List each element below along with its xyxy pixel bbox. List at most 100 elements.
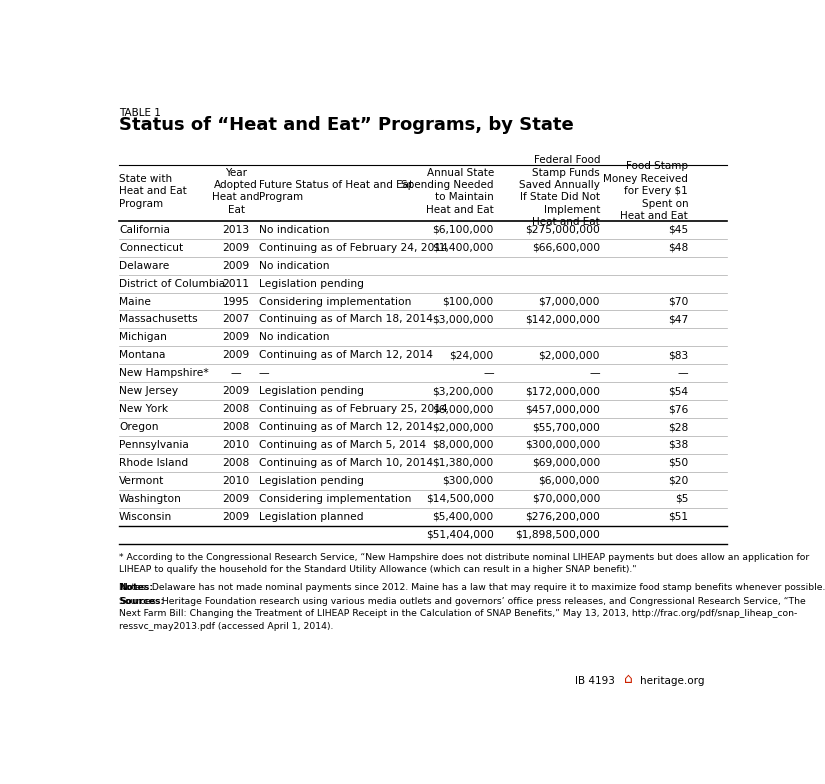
Text: New Jersey: New Jersey bbox=[119, 387, 178, 396]
Text: $48: $48 bbox=[668, 243, 688, 252]
Text: $66,600,000: $66,600,000 bbox=[532, 243, 600, 252]
Text: Sources:: Sources: bbox=[119, 597, 164, 606]
Text: $300,000,000: $300,000,000 bbox=[525, 440, 600, 450]
Text: $51,404,000: $51,404,000 bbox=[426, 530, 494, 539]
Text: Federal Food
Stamp Funds
Saved Annually
If State Did Not
Implement
Heat and Eat: Federal Food Stamp Funds Saved Annually … bbox=[519, 155, 600, 227]
Text: $172,000,000: $172,000,000 bbox=[525, 387, 600, 396]
Text: Washington: Washington bbox=[119, 494, 182, 504]
Text: Pennsylvania: Pennsylvania bbox=[119, 440, 189, 450]
Text: Sources: Heritage Foundation research using various media outlets and governors’: Sources: Heritage Foundation research us… bbox=[119, 597, 806, 630]
Text: —: — bbox=[259, 368, 270, 378]
Text: Legislation pending: Legislation pending bbox=[259, 476, 364, 486]
Text: 2009: 2009 bbox=[223, 332, 250, 343]
Text: ⌂: ⌂ bbox=[625, 672, 633, 686]
Text: $100,000: $100,000 bbox=[442, 296, 494, 307]
Text: $3,200,000: $3,200,000 bbox=[432, 387, 494, 396]
Text: 2010: 2010 bbox=[223, 440, 250, 450]
Text: No indication: No indication bbox=[259, 225, 329, 235]
Text: —: — bbox=[677, 368, 688, 378]
Text: —: — bbox=[231, 368, 242, 378]
Text: $70: $70 bbox=[667, 296, 688, 307]
Text: $20: $20 bbox=[667, 476, 688, 486]
Text: $300,000: $300,000 bbox=[442, 476, 494, 486]
Text: 2013: 2013 bbox=[223, 225, 250, 235]
Text: Considering implementation: Considering implementation bbox=[259, 494, 411, 504]
Text: Rhode Island: Rhode Island bbox=[119, 458, 188, 468]
Text: $1,400,000: $1,400,000 bbox=[432, 243, 494, 252]
Text: $5,400,000: $5,400,000 bbox=[432, 512, 494, 521]
Text: Massachusetts: Massachusetts bbox=[119, 314, 198, 325]
Text: 2009: 2009 bbox=[223, 494, 250, 504]
Text: $28: $28 bbox=[668, 422, 688, 432]
Text: $54: $54 bbox=[668, 387, 688, 396]
Text: heritage.org: heritage.org bbox=[640, 676, 705, 686]
Text: Legislation pending: Legislation pending bbox=[259, 387, 364, 396]
Text: $2,000,000: $2,000,000 bbox=[539, 350, 600, 361]
Text: 2009: 2009 bbox=[223, 243, 250, 252]
Text: $8,000,000: $8,000,000 bbox=[432, 440, 494, 450]
Text: 1995: 1995 bbox=[223, 296, 249, 307]
Text: 2009: 2009 bbox=[223, 350, 250, 361]
Text: Considering implementation: Considering implementation bbox=[259, 296, 411, 307]
Text: Wisconsin: Wisconsin bbox=[119, 512, 172, 521]
Text: 2009: 2009 bbox=[223, 260, 250, 270]
Text: Notes:: Notes: bbox=[119, 583, 153, 593]
Text: Annual State
Spending Needed
to Maintain
Heat and Eat: Annual State Spending Needed to Maintain… bbox=[401, 168, 494, 215]
Text: No indication: No indication bbox=[259, 332, 329, 343]
Text: Year
Adopted
Heat and
Eat: Year Adopted Heat and Eat bbox=[212, 168, 260, 215]
Text: Legislation pending: Legislation pending bbox=[259, 278, 364, 289]
Text: $69,000,000: $69,000,000 bbox=[532, 458, 600, 468]
Text: Continuing as of February 25, 2014: Continuing as of February 25, 2014 bbox=[259, 404, 448, 414]
Text: Future Status of Heat and Eat
Program: Future Status of Heat and Eat Program bbox=[259, 180, 413, 202]
Text: $2,000,000: $2,000,000 bbox=[432, 422, 494, 432]
Text: District of Columbia: District of Columbia bbox=[119, 278, 225, 289]
Text: $83: $83 bbox=[668, 350, 688, 361]
Text: $47: $47 bbox=[668, 314, 688, 325]
Text: State with
Heat and Eat
Program: State with Heat and Eat Program bbox=[119, 174, 186, 209]
Text: $55,700,000: $55,700,000 bbox=[532, 422, 600, 432]
Text: Montana: Montana bbox=[119, 350, 166, 361]
Text: $142,000,000: $142,000,000 bbox=[525, 314, 600, 325]
Text: $457,000,000: $457,000,000 bbox=[526, 404, 600, 414]
Text: Notes: Delaware has not made nominal payments since 2012. Maine has a law that m: Notes: Delaware has not made nominal pay… bbox=[119, 583, 825, 593]
Text: Status of “Heat and Eat” Programs, by State: Status of “Heat and Eat” Programs, by St… bbox=[119, 116, 574, 134]
Text: $7,000,000: $7,000,000 bbox=[539, 296, 600, 307]
Text: $51: $51 bbox=[668, 512, 688, 521]
Text: $24,000: $24,000 bbox=[450, 350, 494, 361]
Text: New Hampshire*: New Hampshire* bbox=[119, 368, 209, 378]
Text: Maine: Maine bbox=[119, 296, 151, 307]
Text: $50: $50 bbox=[668, 458, 688, 468]
Text: Food Stamp
Money Received
for Every $1
Spent on
Heat and Eat: Food Stamp Money Received for Every $1 S… bbox=[603, 162, 688, 221]
Text: Continuing as of February 24, 2014: Continuing as of February 24, 2014 bbox=[259, 243, 448, 252]
Text: 2008: 2008 bbox=[223, 458, 250, 468]
Text: 2009: 2009 bbox=[223, 387, 250, 396]
Text: TABLE 1: TABLE 1 bbox=[119, 108, 161, 118]
Text: $3,000,000: $3,000,000 bbox=[432, 314, 494, 325]
Text: $1,898,500,000: $1,898,500,000 bbox=[515, 530, 600, 539]
Text: Continuing as of March 18, 2014: Continuing as of March 18, 2014 bbox=[259, 314, 433, 325]
Text: $38: $38 bbox=[668, 440, 688, 450]
Text: New York: New York bbox=[119, 404, 168, 414]
Text: 2008: 2008 bbox=[223, 404, 250, 414]
Text: Michigan: Michigan bbox=[119, 332, 167, 343]
Text: $6,100,000: $6,100,000 bbox=[432, 225, 494, 235]
Text: Legislation planned: Legislation planned bbox=[259, 512, 364, 521]
Text: California: California bbox=[119, 225, 170, 235]
Text: * According to the Congressional Research Service, “New Hampshire does not distr: * According to the Congressional Researc… bbox=[119, 554, 809, 575]
Text: Delaware: Delaware bbox=[119, 260, 169, 270]
Text: Connecticut: Connecticut bbox=[119, 243, 183, 252]
Text: Continuing as of March 10, 2014: Continuing as of March 10, 2014 bbox=[259, 458, 433, 468]
Text: $45: $45 bbox=[668, 225, 688, 235]
Text: —: — bbox=[483, 368, 494, 378]
Text: $6,000,000: $6,000,000 bbox=[539, 476, 600, 486]
Text: 2009: 2009 bbox=[223, 512, 250, 521]
Text: IB 4193: IB 4193 bbox=[575, 676, 615, 686]
Text: 2010: 2010 bbox=[223, 476, 250, 486]
Text: Continuing as of March 5, 2014: Continuing as of March 5, 2014 bbox=[259, 440, 426, 450]
Text: $1,380,000: $1,380,000 bbox=[432, 458, 494, 468]
Text: $276,200,000: $276,200,000 bbox=[526, 512, 600, 521]
Text: 2007: 2007 bbox=[223, 314, 250, 325]
Text: 2008: 2008 bbox=[223, 422, 250, 432]
Text: Vermont: Vermont bbox=[119, 476, 164, 486]
Text: $5: $5 bbox=[675, 494, 688, 504]
